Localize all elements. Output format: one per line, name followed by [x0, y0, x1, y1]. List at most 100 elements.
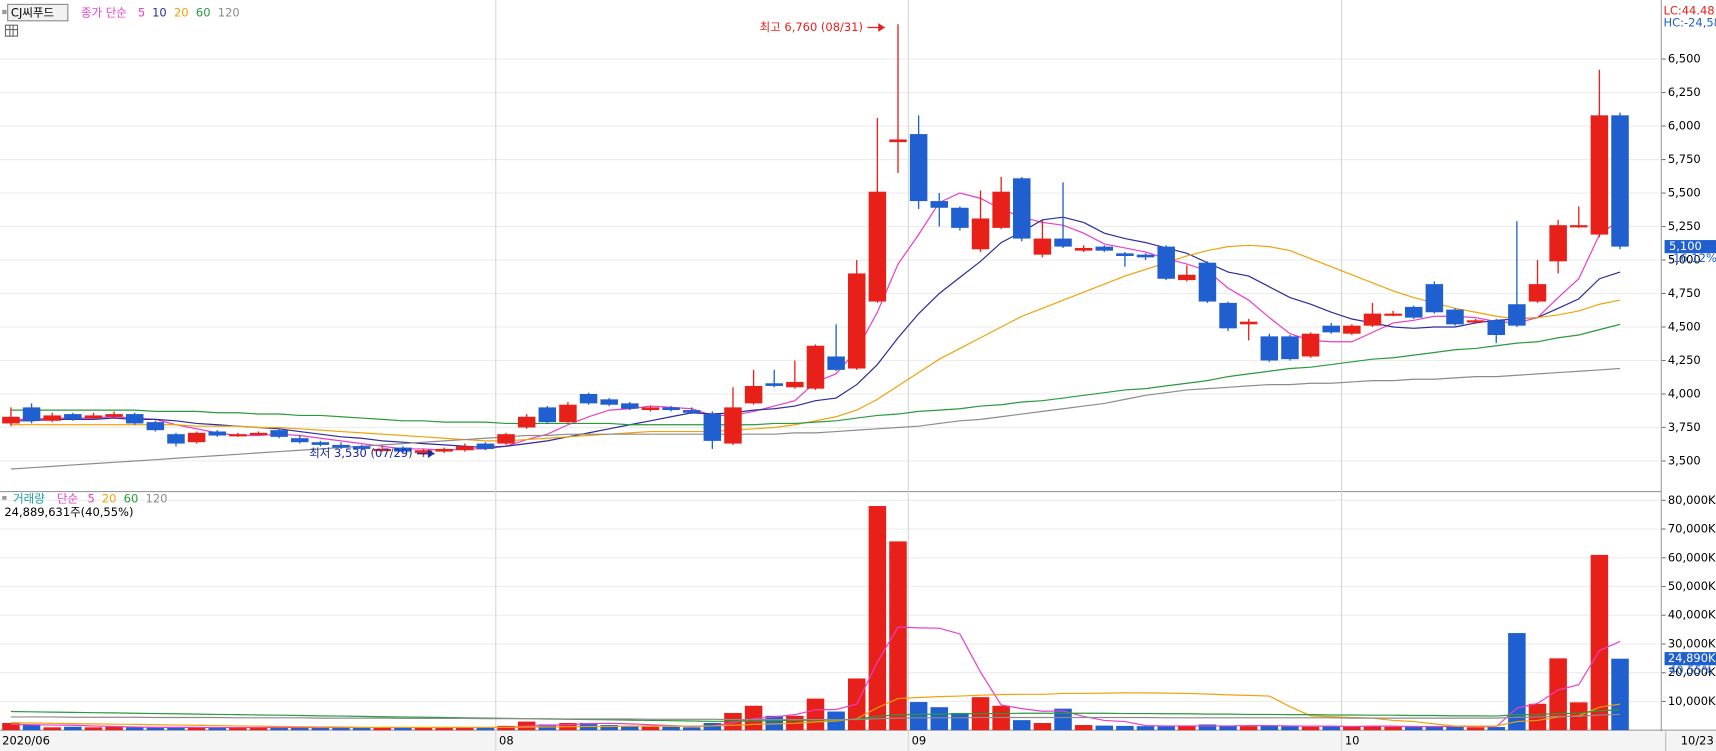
volume-bar	[249, 727, 268, 731]
candle-body	[22, 407, 41, 421]
volume-bar	[600, 725, 618, 731]
volume-bar	[1116, 725, 1134, 731]
annotation: 최저 3,530 (07/29)	[309, 446, 412, 460]
candle-body	[662, 407, 680, 411]
candle-body	[1033, 238, 1052, 255]
volume-bar	[682, 727, 701, 731]
panel-marker	[2, 495, 7, 501]
candle-body	[125, 414, 144, 424]
volume-bar	[1590, 554, 1609, 731]
candle-body	[456, 446, 474, 451]
candle-body	[311, 442, 330, 445]
candle-body	[1239, 321, 1258, 325]
volume-bar	[497, 725, 515, 731]
candle-body	[847, 273, 866, 369]
candle-body	[724, 407, 742, 444]
symbol-box[interactable]	[7, 3, 69, 22]
panel-marker	[2, 9, 7, 15]
volume-bar	[208, 727, 226, 731]
candle-body	[43, 415, 61, 421]
y-tick-label: 20,000K	[1668, 665, 1716, 679]
volume-bar	[1013, 720, 1031, 731]
volume-bar	[22, 725, 41, 731]
volume-bar	[641, 726, 660, 731]
volume-bar	[909, 702, 928, 731]
candle-body	[105, 414, 123, 417]
candle-body	[909, 134, 928, 202]
volume-bar	[2, 723, 20, 731]
candle-body	[187, 432, 206, 443]
volume-bar	[930, 707, 949, 731]
candle-body	[1570, 225, 1588, 228]
candle-body	[394, 447, 412, 452]
candle-body	[1549, 225, 1567, 262]
volume-bar	[394, 727, 412, 731]
volume-bar	[435, 727, 453, 731]
candle-body	[765, 383, 783, 386]
price-tag-label: 5,100	[1669, 239, 1702, 253]
candle-body	[2, 416, 20, 424]
legend-entry: 120	[146, 492, 168, 506]
candle-body	[1301, 333, 1320, 357]
volume-bar	[1446, 726, 1464, 731]
volume-bar	[703, 723, 722, 731]
legend-label: 단순	[57, 492, 78, 506]
legend-entry: 20	[174, 6, 189, 20]
candle-body	[517, 416, 536, 428]
candle-body	[229, 434, 247, 437]
legend-entry: 5	[88, 492, 95, 506]
moving-average	[10, 216, 1621, 449]
legend-entry: 20	[102, 492, 117, 506]
volume-bar	[476, 727, 495, 731]
volume-bar	[456, 727, 474, 731]
x-axis-strip	[0, 731, 1716, 751]
candle-body	[332, 444, 350, 448]
candle-body	[1054, 238, 1072, 247]
volume-bar	[1363, 725, 1382, 731]
candle-body	[1446, 309, 1464, 325]
ratio-label: 40,55%	[1669, 663, 1713, 677]
candle-body	[373, 448, 392, 452]
candle-body	[84, 415, 103, 419]
candle-body	[249, 432, 268, 436]
candle-body	[1404, 306, 1423, 318]
candle-body	[1013, 178, 1031, 239]
candle-body	[1198, 262, 1217, 302]
volume-bar	[373, 727, 392, 731]
candle-body	[497, 434, 515, 444]
x-tick-label: 08	[499, 734, 514, 748]
volume-average	[10, 626, 1621, 729]
volume-bar	[167, 727, 185, 731]
candle-body	[476, 443, 495, 449]
candle-body	[146, 422, 165, 431]
volume-bar	[1466, 727, 1485, 731]
volume-tag	[1664, 652, 1716, 666]
candle-body	[1466, 320, 1485, 323]
price-tag	[1664, 240, 1716, 254]
volume-bar	[64, 726, 82, 731]
table-icon[interactable]	[4, 24, 19, 37]
volume-average	[10, 692, 1621, 728]
candle-body	[621, 403, 639, 409]
candle-body	[1363, 313, 1382, 326]
candle-body	[827, 356, 845, 370]
volume-bar	[1508, 633, 1526, 731]
candle-body	[1384, 313, 1402, 316]
candle-body	[600, 399, 618, 405]
x-tick-label: 2020/06	[2, 734, 50, 748]
candle-body	[1322, 325, 1340, 333]
volume-bar	[1095, 725, 1114, 731]
y-tick-label: 5,000	[1668, 253, 1701, 267]
moving-average	[10, 244, 1621, 442]
x-tick-label: 10/23	[1681, 734, 1714, 748]
y-tick-label: 5,250	[1668, 219, 1701, 233]
legend-entry: 120	[218, 6, 240, 20]
candle-body	[951, 207, 969, 228]
volume-average	[10, 713, 1621, 721]
y-tick-label: 5,750	[1668, 152, 1701, 166]
volume-bar	[1384, 726, 1402, 731]
candle-body	[1260, 336, 1279, 361]
y-tick-label: 5,500	[1668, 186, 1701, 200]
